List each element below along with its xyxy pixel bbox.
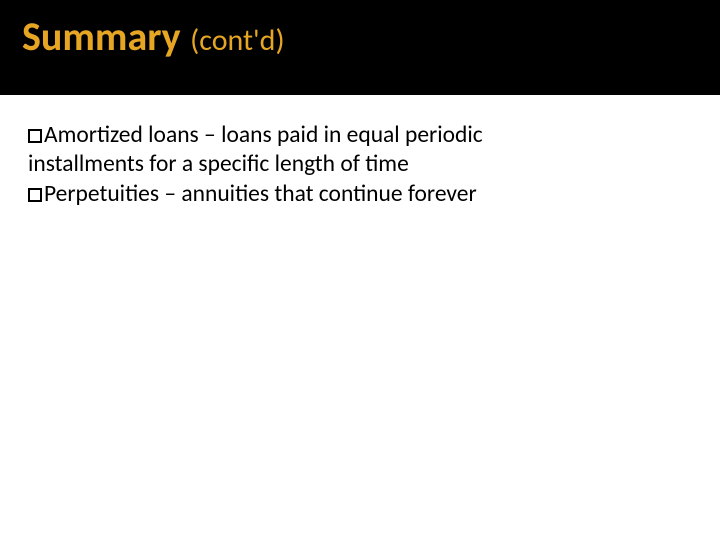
slide-title-main: Summary (22, 12, 181, 61)
bullet-text: Perpetuities – annuities that continue f… (44, 180, 477, 208)
bullet-icon (28, 129, 42, 143)
bullet-item-2-line1: Perpetuities – annuities that continue f… (28, 180, 692, 209)
bullet-text: Amortized loans – loans paid in equal pe… (44, 121, 483, 149)
bullet-item-1-line1: Amortized loans – loans paid in equal pe… (28, 121, 692, 150)
bullet-icon (28, 188, 42, 202)
bullet-item-1-line2: installments for a specific length of ti… (28, 150, 692, 179)
slide-title-sub: (cont'd) (190, 22, 284, 59)
slide-header: Summary (cont'd) (0, 0, 720, 95)
slide-content: Amortized loans – loans paid in equal pe… (0, 95, 720, 209)
